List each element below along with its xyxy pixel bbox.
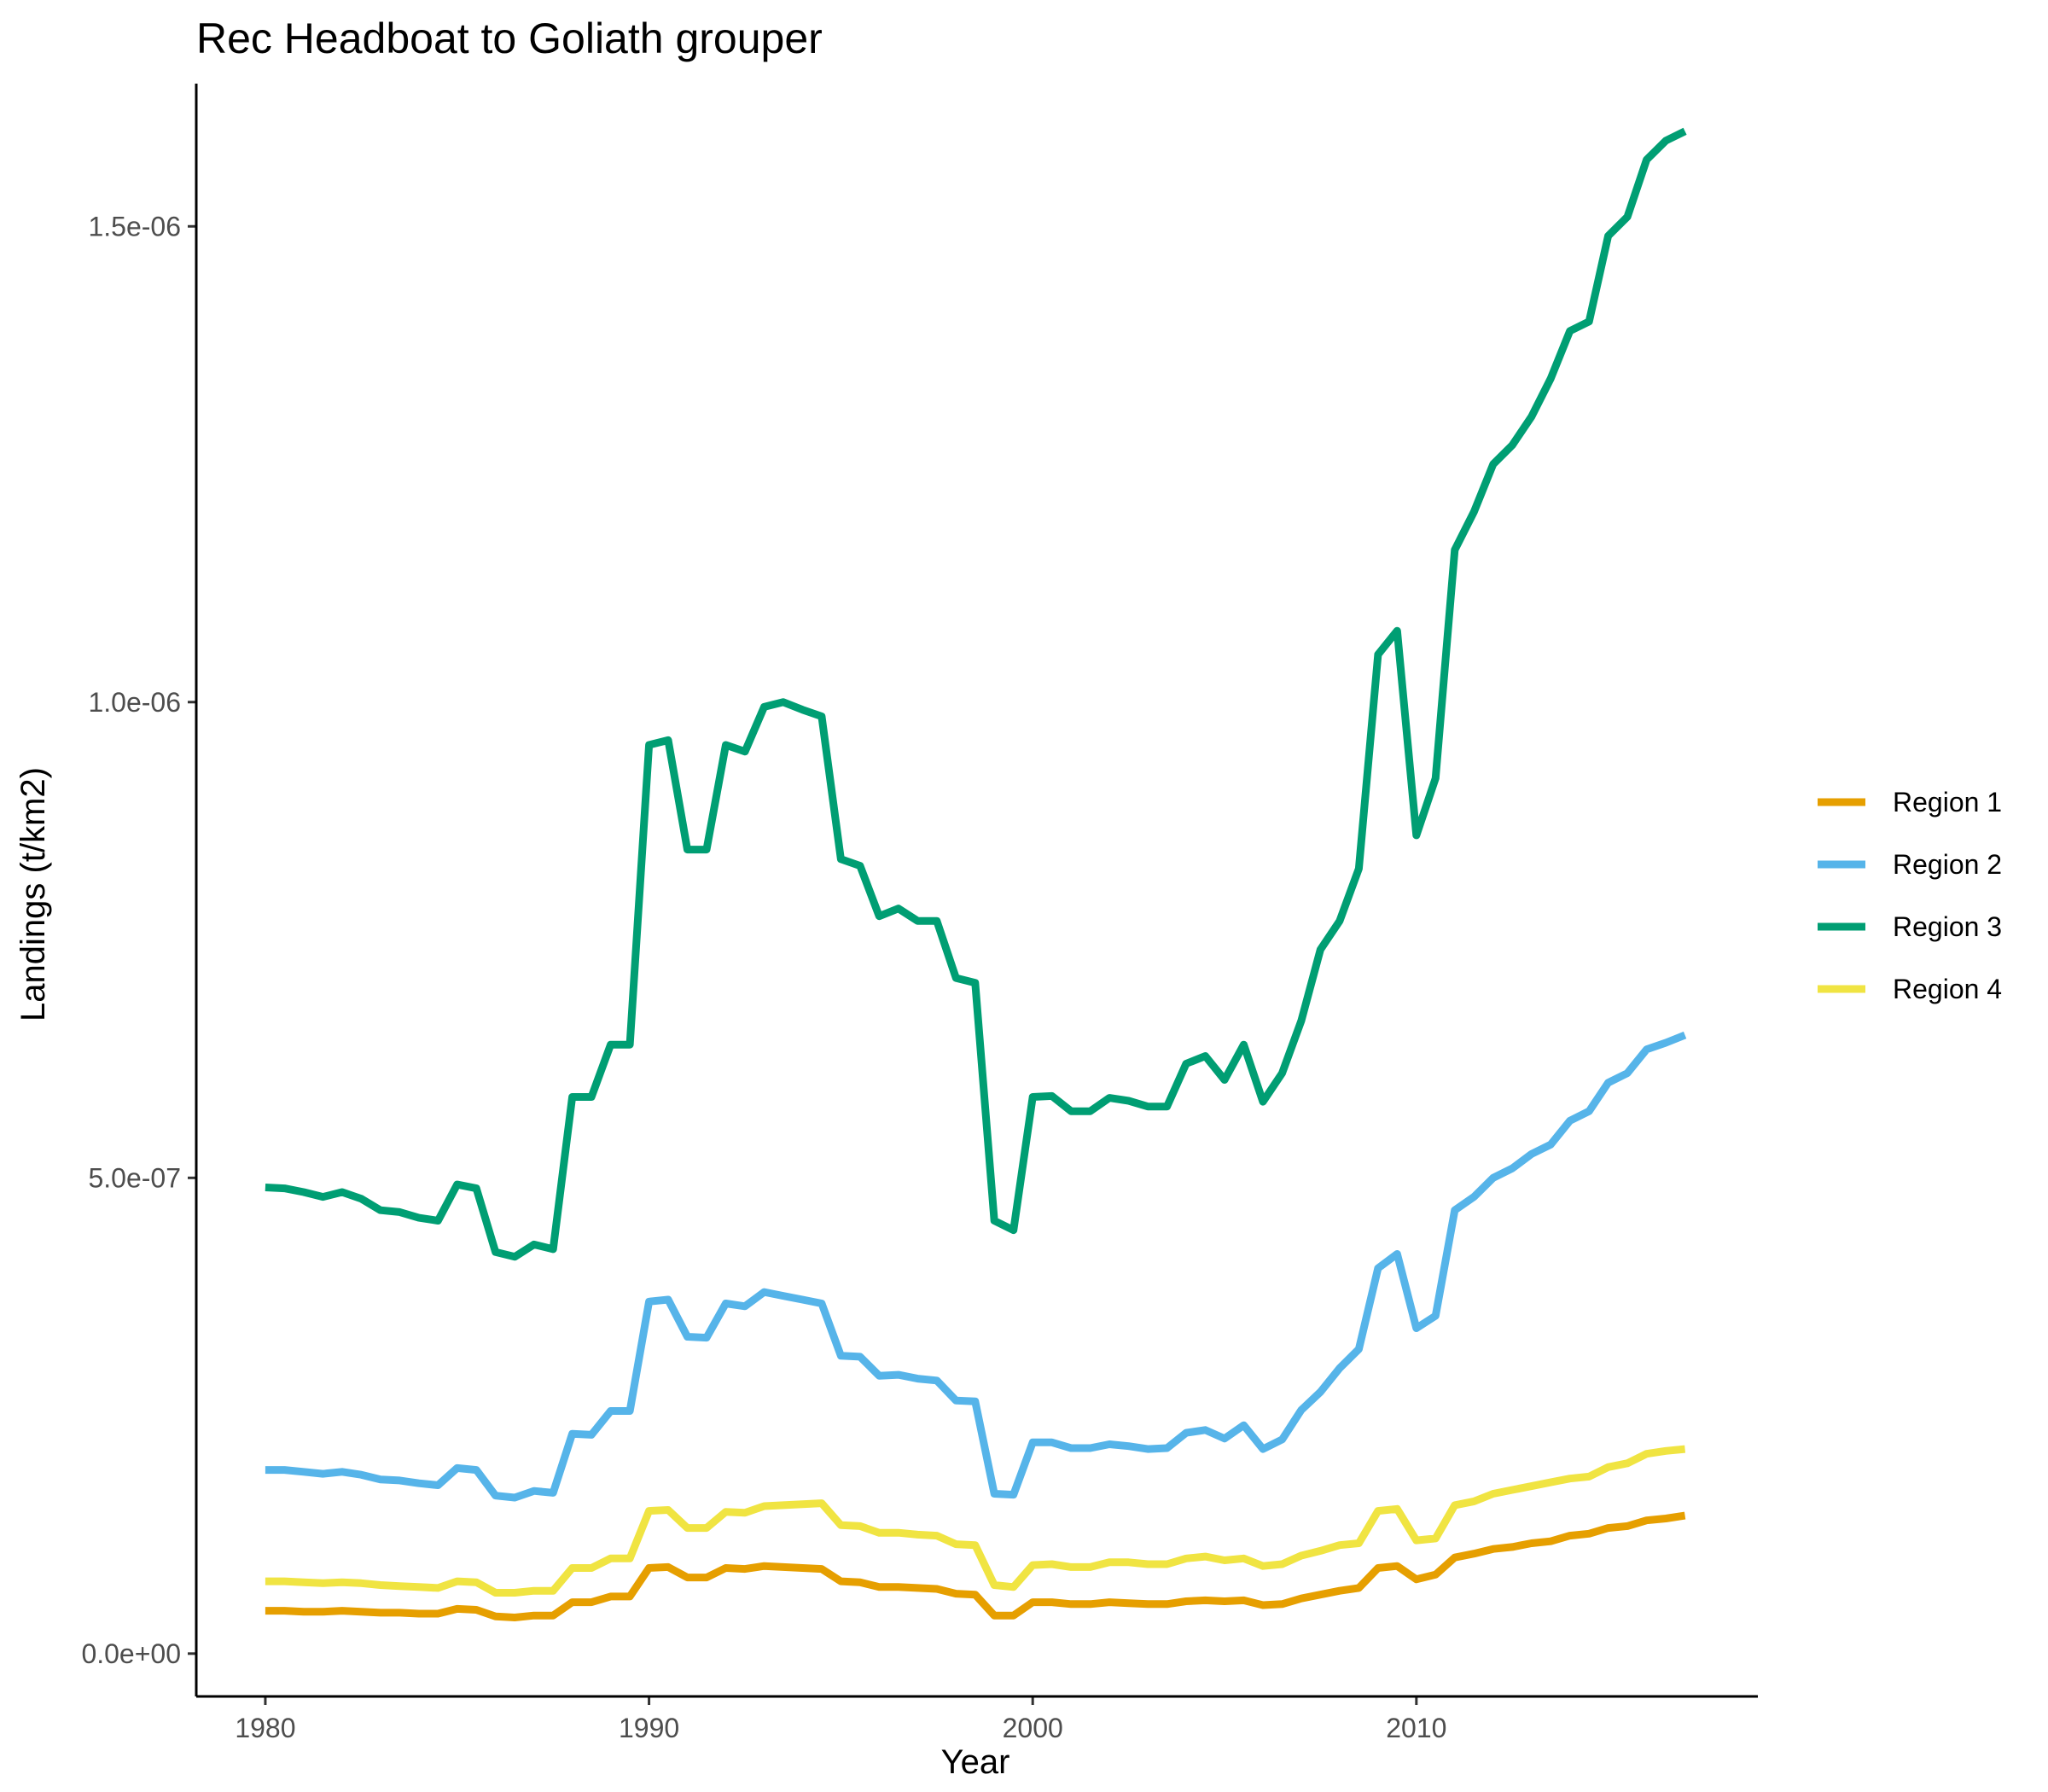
series-line-region-2 — [265, 1031, 1687, 1502]
x-axis-title: Year — [941, 1743, 1010, 1781]
series-line-region-1 — [265, 1511, 1686, 1621]
y-tick-label: 1.5e-06 — [88, 211, 181, 241]
legend-label-region-3: Region 3 — [1893, 911, 2002, 942]
legend: Region 1 Region 2 Region 3 Region 4 — [1818, 787, 2002, 1004]
legend-label-region-1: Region 1 — [1893, 787, 2002, 817]
x-tick-label: 1980 — [235, 1713, 295, 1743]
x-tick-label: 1990 — [619, 1713, 679, 1743]
x-tick-label: 2010 — [1386, 1713, 1446, 1743]
plot-lines — [265, 127, 1687, 1621]
y-axis-ticks: 0.0e+00 5.0e-07 1.0e-06 1.5e-06 — [81, 211, 196, 1669]
series-line-region-3 — [265, 127, 1687, 1261]
chart-title: Rec Headboat to Goliath grouper — [196, 15, 823, 62]
legend-label-region-4: Region 4 — [1893, 974, 2002, 1004]
y-tick-label: 5.0e-07 — [88, 1162, 181, 1193]
legend-label-region-2: Region 2 — [1893, 849, 2002, 880]
y-tick-label: 0.0e+00 — [81, 1638, 181, 1669]
x-axis-ticks: 1980 1990 2000 2010 — [235, 1696, 1446, 1743]
y-tick-label: 1.0e-06 — [88, 687, 181, 718]
y-axis-title: Landings (t/km2) — [15, 767, 52, 1021]
series-line-region-4 — [265, 1445, 1686, 1597]
x-tick-label: 2000 — [1003, 1713, 1063, 1743]
